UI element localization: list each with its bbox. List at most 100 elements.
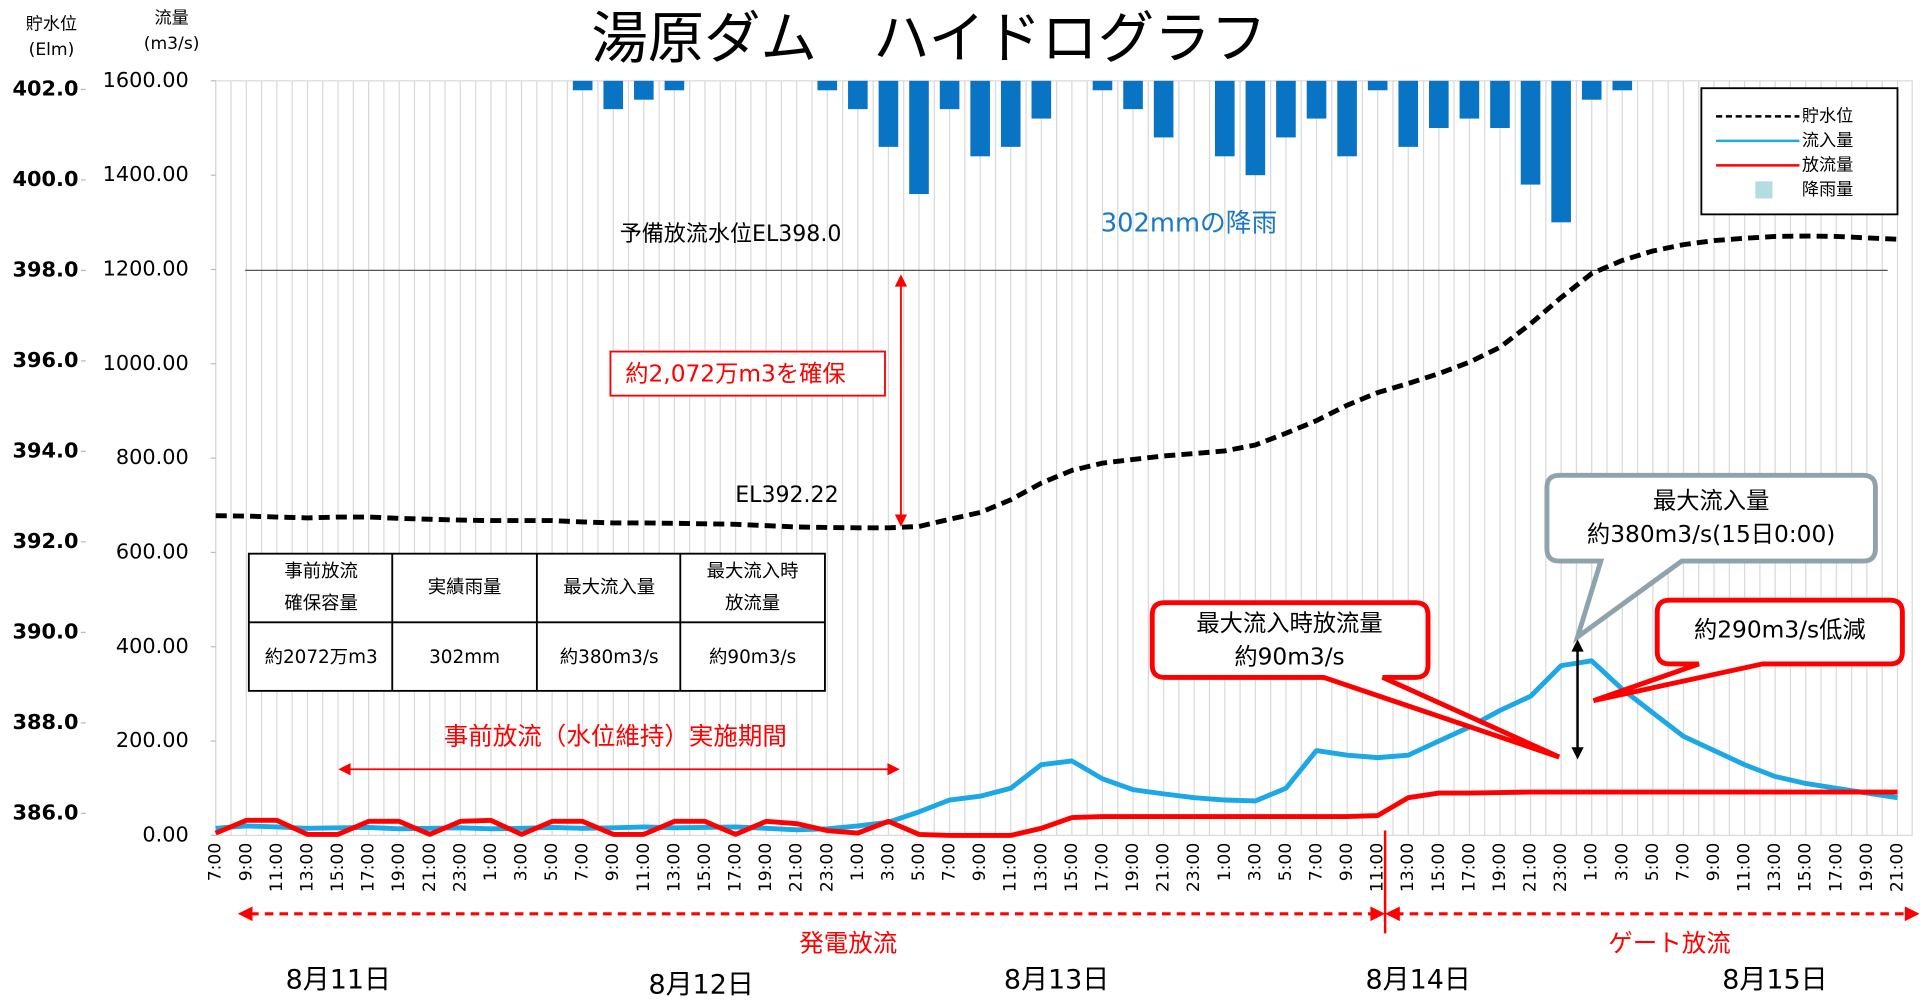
table-header: 最大流入量	[563, 577, 655, 598]
rain-bar	[572, 80, 593, 91]
series-line	[215, 233, 1898, 531]
x-tick-label: 11:00	[1368, 843, 1388, 892]
axis-title: 流量	[154, 8, 188, 28]
x-tick-label: 9:00	[603, 843, 623, 881]
rain-bar	[817, 80, 838, 91]
date-label: 8月14日	[1366, 965, 1471, 996]
y-tick-label: 600.00	[116, 539, 189, 563]
annotation: 発電放流	[799, 928, 897, 957]
rain-bar	[1153, 80, 1174, 138]
table-header: 実績雨量	[428, 577, 502, 598]
axis-title: (Elm)	[29, 40, 75, 60]
x-tick-label: 23:00	[1184, 843, 1204, 892]
y2-tick-label: 388.0	[13, 710, 79, 734]
x-tick-label: 21:00	[1154, 843, 1174, 892]
y-tick-label: 0.00	[142, 822, 188, 846]
rain-bar	[1000, 80, 1021, 147]
x-tick-label: 19:00	[1490, 843, 1510, 892]
x-tick-label: 7:00	[940, 843, 960, 881]
series-line	[214, 789, 1898, 838]
annotation: 約380m3/s(15日0:00)	[1587, 521, 1835, 548]
plot	[214, 80, 1898, 838]
x-tick-label: 19:00	[1857, 843, 1877, 892]
y2-tick-label: 398.0	[13, 257, 79, 281]
legend-swatch	[1755, 181, 1773, 199]
rain-bar	[1245, 80, 1266, 176]
x-tick-label: 3:00	[512, 843, 532, 881]
table-cell: 302mm	[429, 647, 500, 668]
y2-tick-label: 402.0	[13, 76, 79, 100]
rain-bar	[1306, 80, 1327, 119]
rain-bar	[1123, 80, 1143, 110]
y2-tick-label: 392.0	[13, 529, 79, 553]
x-tick-label: 23:00	[1551, 843, 1571, 892]
rain-bar	[1398, 80, 1419, 147]
x-tick-label: 21:00	[420, 843, 440, 892]
x-tick-label: 9:00	[236, 843, 256, 881]
rain-bar	[970, 80, 990, 157]
legend-frame	[1700, 87, 1899, 216]
x-tick-label: 21:00	[1887, 843, 1907, 892]
y2-tick-label: 394.0	[13, 438, 79, 462]
x-tick-label: 13:00	[1398, 843, 1418, 892]
rain-bar	[1490, 80, 1510, 129]
annotation: 約90m3/s	[1234, 643, 1344, 670]
x-tick-label: 1:00	[1582, 843, 1602, 881]
y2-tick-label: 390.0	[13, 619, 79, 643]
x-tick-label: 23:00	[450, 843, 470, 892]
x-tick-label: 21:00	[1521, 843, 1541, 892]
x-tick-label: 11:00	[634, 843, 654, 892]
callout	[1544, 472, 1878, 644]
annotation: 予備放流水位EL398.0	[620, 222, 842, 247]
rain-bar	[1367, 80, 1388, 91]
x-tick-label: 19:00	[389, 843, 409, 892]
annotation: 302mmの降雨	[1101, 209, 1277, 239]
x-tick-label: 15:00	[1796, 843, 1816, 892]
callout	[1592, 597, 1905, 704]
table-cell: 約90m3/s	[709, 647, 796, 668]
rain-bar	[909, 80, 929, 195]
legend-label: 流入量	[1802, 131, 1853, 151]
date-label: 8月15日	[1722, 965, 1827, 996]
series-line	[215, 658, 1898, 833]
x-tick-label: 13:00	[297, 843, 317, 892]
y-tick-label: 200.00	[116, 728, 189, 752]
x-tick-label: 17:00	[359, 843, 379, 892]
rain-bar	[1459, 80, 1480, 119]
rain-bar	[1276, 80, 1296, 138]
y2-tick-label: 400.0	[13, 167, 79, 191]
x-tick-label: 7:00	[1673, 843, 1693, 881]
annotation: EL392.22	[735, 483, 838, 508]
rain-bar	[1612, 80, 1633, 91]
x-tick-label: 13:00	[664, 843, 684, 892]
x-tick-label: 17:00	[1459, 843, 1479, 892]
rain-bar	[848, 80, 868, 110]
x-tick-label: 5:00	[909, 843, 929, 881]
x-tick-label: 5:00	[542, 843, 562, 881]
x-tick-label: 17:00	[726, 843, 746, 892]
x-tick-label: 15:00	[1429, 843, 1449, 892]
x-tick-label: 7:00	[1307, 843, 1327, 881]
x-tick-label: 21:00	[787, 843, 807, 892]
x-tick-label: 11:00	[1001, 843, 1021, 892]
x-tick-label: 19:00	[1123, 843, 1143, 892]
callout	[1149, 600, 1561, 760]
legend-label: 降雨量	[1802, 180, 1853, 200]
x-tick-label: 3:00	[1245, 843, 1265, 881]
x-tick-label: 15:00	[695, 843, 715, 892]
x-tick-label: 5:00	[1643, 843, 1663, 881]
rain-bar	[1551, 80, 1571, 223]
rain-bar	[1429, 80, 1449, 129]
x-tick-label: 15:00	[1062, 843, 1082, 892]
y2-tick-label: 396.0	[13, 348, 79, 372]
x-tick-label: 1:00	[1215, 843, 1235, 881]
rain-bar	[603, 80, 624, 110]
x-tick-label: 3:00	[1612, 843, 1632, 881]
axis-title: 貯水位	[26, 15, 77, 35]
y-tick-label: 1200.00	[103, 256, 189, 280]
x-tick-label: 13:00	[1765, 843, 1785, 892]
table-cell: 約380m3/s	[560, 647, 659, 668]
x-tick-label: 15:00	[328, 843, 348, 892]
